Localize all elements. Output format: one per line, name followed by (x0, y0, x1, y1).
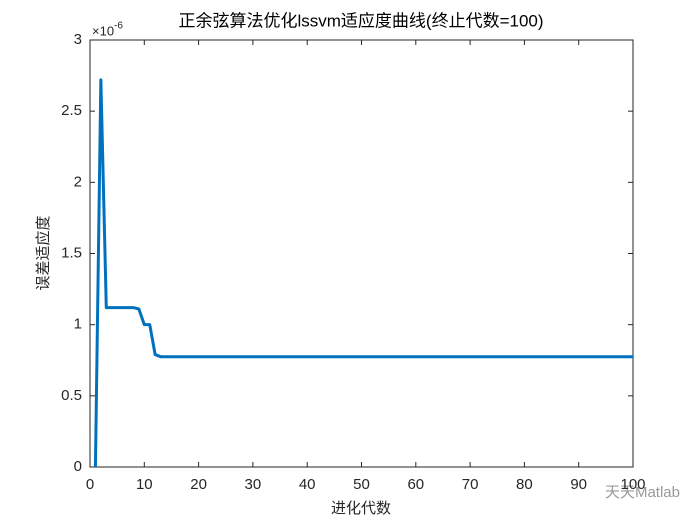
watermark: 天天Matlab (605, 484, 680, 501)
x-tick-label: 10 (136, 476, 153, 493)
y-tick-label: 0 (74, 458, 82, 475)
x-tick-label: 40 (299, 476, 316, 493)
y-tick-label: 0.5 (61, 387, 82, 404)
x-tick-label: 60 (407, 476, 424, 493)
y-axis-label: 误差适应度 (34, 215, 52, 290)
y-tick-label: 1.5 (61, 244, 82, 261)
x-tick-label: 90 (570, 476, 587, 493)
x-tick-label: 20 (190, 476, 207, 493)
x-tick-label: 100 (620, 476, 645, 493)
y-tick-label: 2.5 (61, 102, 82, 119)
x-tick-label: 80 (516, 476, 533, 493)
y-tick-label: 2 (74, 173, 82, 190)
chart-title: 正余弦算法优化lssvm适应度曲线(终止代数=100) (178, 11, 543, 30)
x-tick-label: 70 (462, 476, 479, 493)
plot-box (89, 39, 634, 468)
y-tick-label: 3 (74, 31, 82, 48)
y-exponent-power: -6 (114, 21, 123, 32)
x-axis-label: 进化代数 (331, 499, 391, 517)
x-tick-label: 30 (245, 476, 262, 493)
x-tick-label: 0 (86, 476, 94, 493)
x-tick-label: 50 (353, 476, 370, 493)
line (93, 78, 633, 468)
y-tick-label: 1 (74, 316, 82, 333)
y-exponent-base: ×10 (92, 23, 114, 38)
